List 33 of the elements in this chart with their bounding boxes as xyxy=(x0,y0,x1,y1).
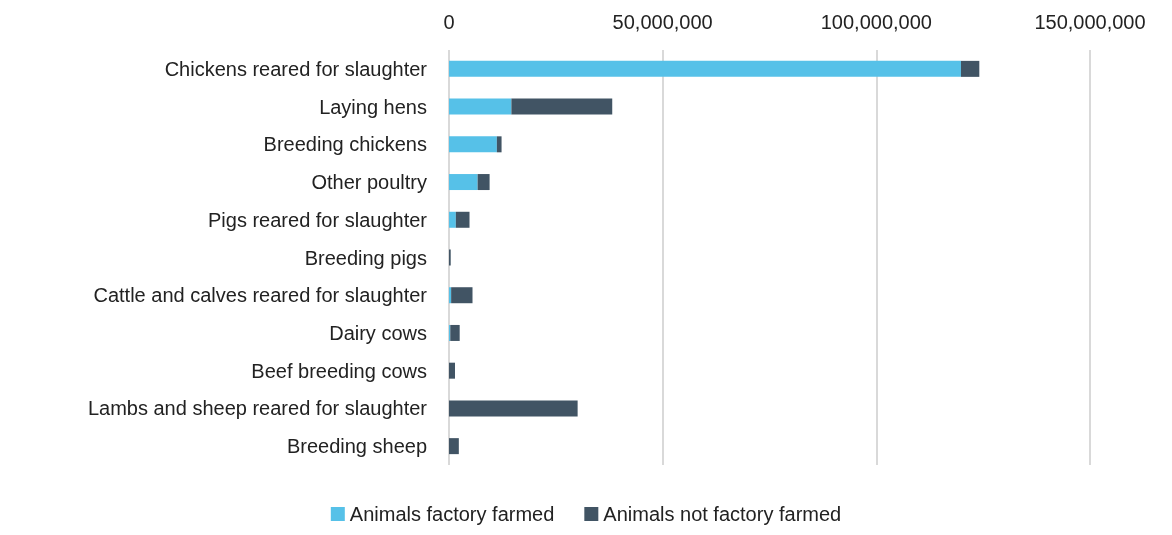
bar xyxy=(451,287,473,304)
y-tick-label: Breeding chickens xyxy=(263,133,427,156)
y-tick-label: Lambs and sheep reared for slaughter xyxy=(87,397,428,420)
x-tick-label: 100,000,000 xyxy=(820,11,932,33)
bar xyxy=(455,211,470,228)
y-tick-label: Chickens reared for slaughter xyxy=(164,57,428,80)
bar xyxy=(450,324,460,341)
x-tick-label: 0 xyxy=(443,11,455,33)
bar xyxy=(449,98,512,115)
y-tick-label: Pigs reared for slaughter xyxy=(207,208,428,231)
bar xyxy=(960,60,980,77)
y-tick-label: Breeding pigs xyxy=(304,246,427,269)
bar xyxy=(496,136,502,153)
y-tick-label: Breeding sheep xyxy=(286,435,427,458)
legend-label: Animals factory farmed xyxy=(349,503,555,525)
y-tick-label: Cattle and calves reared for slaughter xyxy=(93,284,428,307)
legend-label: Animals not factory farmed xyxy=(603,503,842,525)
bar xyxy=(449,174,478,191)
bar xyxy=(449,60,961,77)
bar xyxy=(449,211,456,228)
y-tick-label: Laying hens xyxy=(319,95,427,118)
y-tick-label: Dairy cows xyxy=(329,321,427,344)
y-tick-label: Beef breeding cows xyxy=(251,359,427,382)
bar xyxy=(477,174,490,191)
bar xyxy=(449,400,578,417)
bar xyxy=(449,136,497,153)
bar xyxy=(449,287,452,304)
bar xyxy=(449,362,455,379)
bar xyxy=(449,438,459,455)
bar xyxy=(511,98,613,115)
y-tick-label: Other poultry xyxy=(311,171,427,194)
x-tick-label: 150,000,000 xyxy=(1034,11,1146,33)
x-tick-label: 50,000,000 xyxy=(612,11,713,33)
